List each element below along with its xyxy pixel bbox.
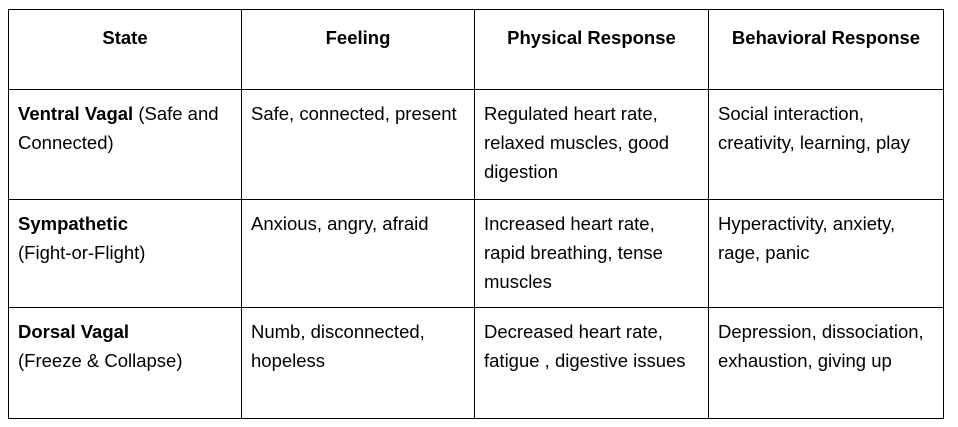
state-detail: (Safe and Connected) xyxy=(18,103,219,153)
behavioral-response-cell: Social interaction, creativity, learning… xyxy=(708,89,944,200)
table-row: Dorsal Vagal (Freeze & Collapse) Numb, di… xyxy=(8,307,944,419)
table-row: Sympathetic (Fight-or-Flight) Anxious, an… xyxy=(8,199,944,308)
table-row: Ventral Vagal (Safe and Connected) Safe,… xyxy=(8,89,944,200)
header-row: State Feeling Physical Response Behavior… xyxy=(8,9,944,90)
header-behavioral-response: Behavioral Response xyxy=(708,9,944,90)
polyvagal-states-table: State Feeling Physical Response Behavior… xyxy=(8,9,944,419)
header-physical-response: Physical Response xyxy=(474,9,709,90)
state-cell: Ventral Vagal (Safe and Connected) xyxy=(8,89,242,200)
physical-response-cell: Increased heart rate, rapid breathing, t… xyxy=(474,199,709,308)
state-name: Sympathetic xyxy=(18,213,129,234)
state-cell: Dorsal Vagal (Freeze & Collapse) xyxy=(8,307,242,419)
feeling-cell: Numb, disconnected, hopeless xyxy=(241,307,475,419)
physical-response-cell: Decreased heart rate, fatigue , digestiv… xyxy=(474,307,709,419)
header-feeling: Feeling xyxy=(241,9,475,90)
behavioral-response-cell: Depression, dissociation, exhaustion, gi… xyxy=(708,307,944,419)
state-cell: Sympathetic (Fight-or-Flight) xyxy=(8,199,242,308)
state-detail: (Fight-or-Flight) xyxy=(18,242,146,263)
state-detail: (Freeze & Collapse) xyxy=(18,350,183,371)
state-name: Ventral Vagal xyxy=(18,103,134,124)
behavioral-response-cell: Hyperactivity, anxiety, rage, panic xyxy=(708,199,944,308)
feeling-cell: Anxious, angry, afraid xyxy=(241,199,475,308)
state-name: Dorsal Vagal xyxy=(18,321,130,342)
feeling-cell: Safe, connected, present xyxy=(241,89,475,200)
physical-response-cell: Regulated heart rate, relaxed muscles, g… xyxy=(474,89,709,200)
header-state: State xyxy=(8,9,242,90)
